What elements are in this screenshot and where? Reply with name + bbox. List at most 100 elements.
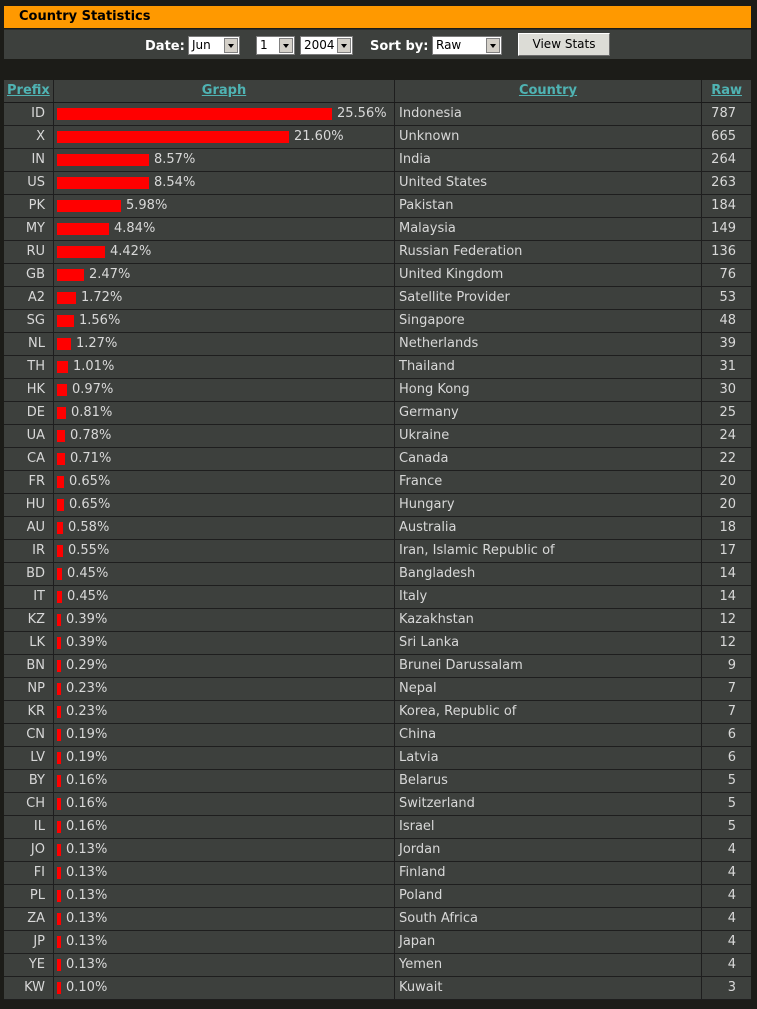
raw-cell: 3 [701,977,751,999]
prefix-cell: IR [32,543,45,558]
table-row: LK 0.39% Sri Lanka 12 [4,632,751,655]
share-bar [57,545,63,557]
percent-label: 0.23% [66,704,108,719]
graph-cell: 0.39% [53,609,395,631]
raw-cell: 48 [701,310,751,332]
prefix-cell: PL [29,888,45,903]
country-header-link[interactable]: Country [518,83,578,98]
country-cell: Netherlands [399,336,479,351]
graph-cell: 1.56% [53,310,395,332]
raw-cell: 4 [701,839,751,861]
table-row: PK 5.98% Pakistan 184 [4,195,751,218]
raw-cell: 14 [701,563,751,585]
chevron-down-icon[interactable] [337,38,351,53]
share-bar [57,798,61,810]
country-cell: Germany [399,405,459,420]
month-select[interactable]: Jun [188,36,240,55]
table-row: ID 25.56% Indonesia 787 [4,103,751,126]
graph-cell: 0.29% [53,655,395,677]
percent-label: 0.13% [66,865,108,880]
raw-cell: 31 [701,356,751,378]
raw-cell: 5 [701,816,751,838]
percent-label: 4.42% [110,244,152,259]
graph-cell: 0.16% [53,816,395,838]
percent-label: 25.56% [337,106,387,121]
share-bar [57,430,65,442]
raw-cell: 4 [701,931,751,953]
percent-label: 0.13% [66,888,108,903]
raw-cell: 17 [701,540,751,562]
table-row: TH 1.01% Thailand 31 [4,356,751,379]
country-cell: Poland [399,888,443,903]
country-cell: Canada [399,451,449,466]
percent-label: 21.60% [294,129,344,144]
graph-cell: 0.45% [53,586,395,608]
day-select[interactable]: 1 [256,36,295,55]
prefix-cell: CH [26,796,45,811]
prefix-cell: IT [33,589,45,604]
graph-cell: 0.65% [53,471,395,493]
percent-label: 0.39% [66,612,108,627]
percent-label: 1.01% [73,359,115,374]
prefix-cell: CA [27,451,45,466]
graph-cell: 0.97% [53,379,395,401]
prefix-header-link[interactable]: Prefix [7,83,50,98]
percent-label: 0.19% [66,750,108,765]
chevron-down-icon[interactable] [279,38,293,53]
graph-cell: 1.01% [53,356,395,378]
date-label: Date: [145,39,185,54]
country-cell: Jordan [399,842,441,857]
chevron-down-icon[interactable] [486,38,500,53]
graph-cell: 0.16% [53,770,395,792]
table-row: X 21.60% Unknown 665 [4,126,751,149]
country-cell: China [399,727,437,742]
share-bar [57,200,121,212]
chevron-down-icon[interactable] [224,38,238,53]
table-row: IL 0.16% Israel 5 [4,816,751,839]
share-bar [57,315,74,327]
percent-label: 0.81% [71,405,113,420]
table-row: CH 0.16% Switzerland 5 [4,793,751,816]
graph-cell: 8.57% [53,149,395,171]
percent-label: 8.54% [154,175,196,190]
graph-cell: 4.84% [53,218,395,240]
share-bar [57,361,68,373]
share-bar [57,614,61,626]
raw-header-link[interactable]: Raw [701,80,751,102]
country-cell: Kazakhstan [399,612,474,627]
country-cell: Russian Federation [399,244,523,259]
graph-header-link[interactable]: Graph [53,80,395,102]
prefix-cell: IL [33,819,45,834]
graph-cell: 0.55% [53,540,395,562]
share-bar [57,913,61,925]
table-row: KW 0.10% Kuwait 3 [4,977,751,1000]
share-bar [57,959,61,971]
table-row: KR 0.23% Korea, Republic of 7 [4,701,751,724]
prefix-cell: TH [27,359,45,374]
graph-cell: 0.45% [53,563,395,585]
country-cell: Indonesia [399,106,462,121]
prefix-cell: ZA [27,911,45,926]
prefix-cell: HK [26,382,45,397]
percent-label: 0.65% [69,474,111,489]
percent-label: 0.58% [68,520,110,535]
raw-cell: 4 [701,885,751,907]
share-bar [57,154,149,166]
percent-label: 0.55% [68,543,110,558]
graph-cell: 0.13% [53,954,395,976]
share-bar [57,223,109,235]
graph-cell: 0.71% [53,448,395,470]
share-bar [57,131,289,143]
prefix-cell: GB [26,267,45,282]
table-row: FR 0.65% France 20 [4,471,751,494]
percent-label: 0.29% [66,658,108,673]
graph-cell: 1.72% [53,287,395,309]
prefix-cell: YE [28,957,45,972]
share-bar [57,821,61,833]
sort-select[interactable]: Raw [432,36,502,55]
view-stats-button[interactable]: View Stats [518,33,610,56]
table-row: RU 4.42% Russian Federation 136 [4,241,751,264]
raw-cell: 4 [701,954,751,976]
year-select[interactable]: 2004 [300,36,353,55]
table-row: FI 0.13% Finland 4 [4,862,751,885]
